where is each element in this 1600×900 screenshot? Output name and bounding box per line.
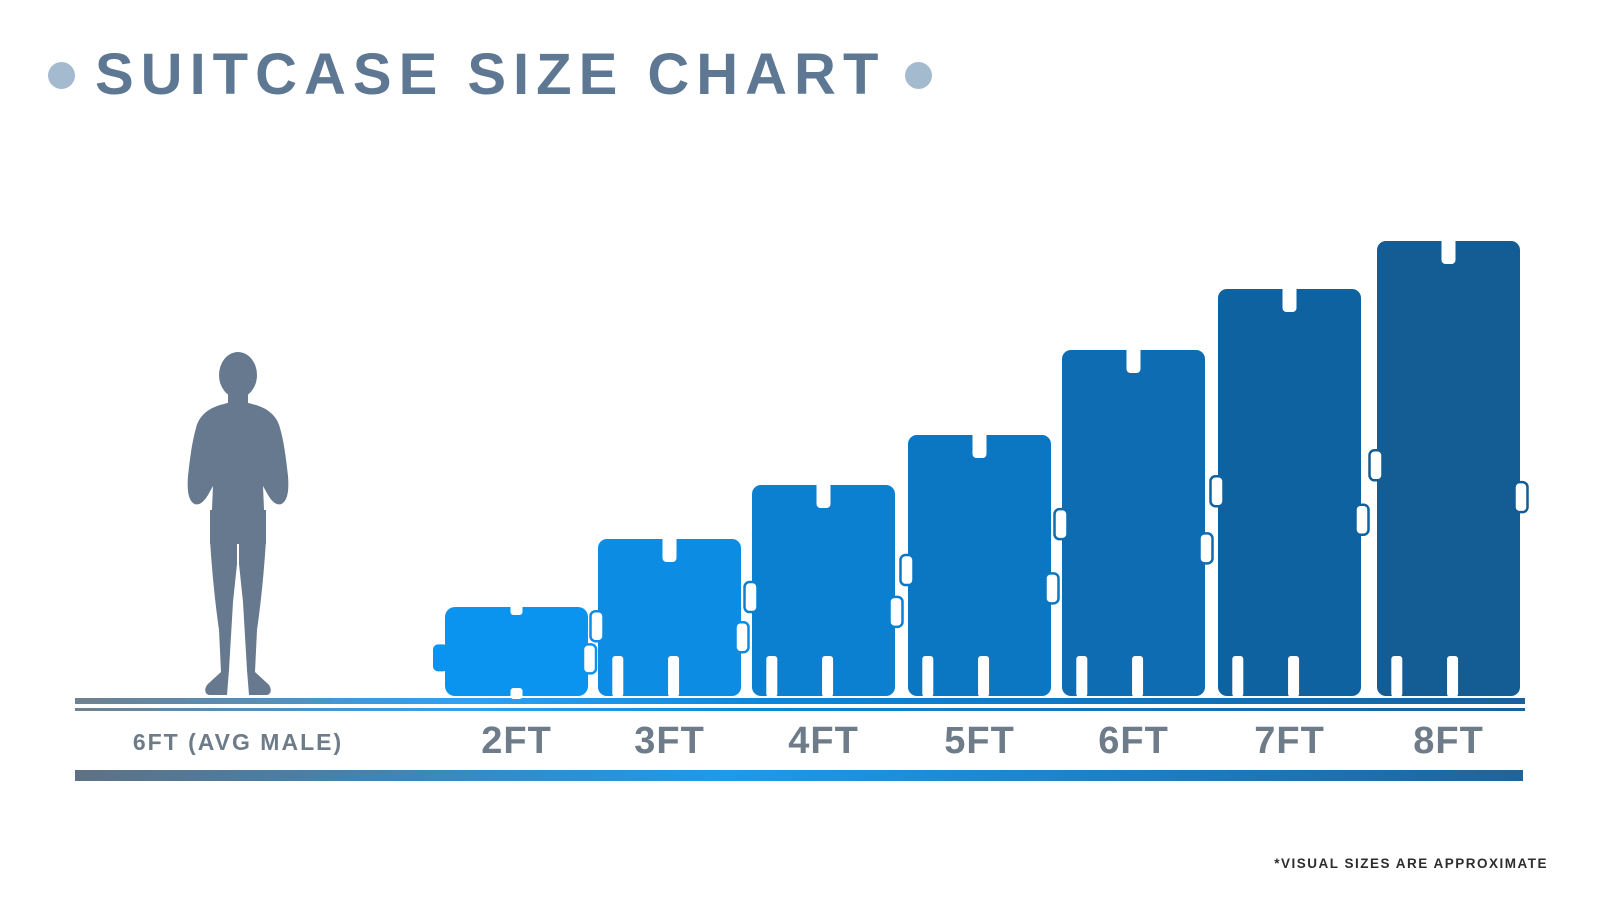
- page-title: SUITCASE SIZE CHART: [95, 42, 886, 107]
- suitcase-2ft: [433, 604, 602, 699]
- person-silhouette: [182, 352, 294, 703]
- title-left-dot-icon: [48, 61, 75, 89]
- title-right-dot-icon: [905, 61, 933, 89]
- size-label-3ft: 3FT: [634, 720, 705, 762]
- suitcase-8ft: [1368, 237, 1529, 697]
- suitcase-4ft: [743, 481, 904, 697]
- size-label-5ft: 5FT: [944, 720, 1015, 762]
- suitcase-5ft: [899, 431, 1060, 697]
- baseline-bar: [75, 770, 1523, 781]
- size-label-2ft: 2FT: [481, 720, 552, 762]
- person-height-label: 6FT (AVG MALE): [132, 729, 344, 755]
- ground-line-thick: [75, 698, 1525, 704]
- title-row: SUITCASE SIZE CHART: [48, 42, 933, 107]
- size-label-4ft: 4FT: [788, 720, 859, 762]
- suitcase-7ft: [1209, 285, 1370, 697]
- suitcase-3ft: [589, 535, 750, 697]
- size-label-7ft: 7FT: [1254, 720, 1325, 762]
- suitcase-6ft: [1053, 346, 1214, 697]
- size-label-8ft: 8FT: [1413, 720, 1484, 762]
- man-icon: [187, 352, 289, 695]
- ground-line-thin: [75, 708, 1525, 711]
- size-label-6ft: 6FT: [1098, 720, 1169, 762]
- footnote-text: *VISUAL SIZES ARE APPROXIMATE: [1274, 856, 1548, 871]
